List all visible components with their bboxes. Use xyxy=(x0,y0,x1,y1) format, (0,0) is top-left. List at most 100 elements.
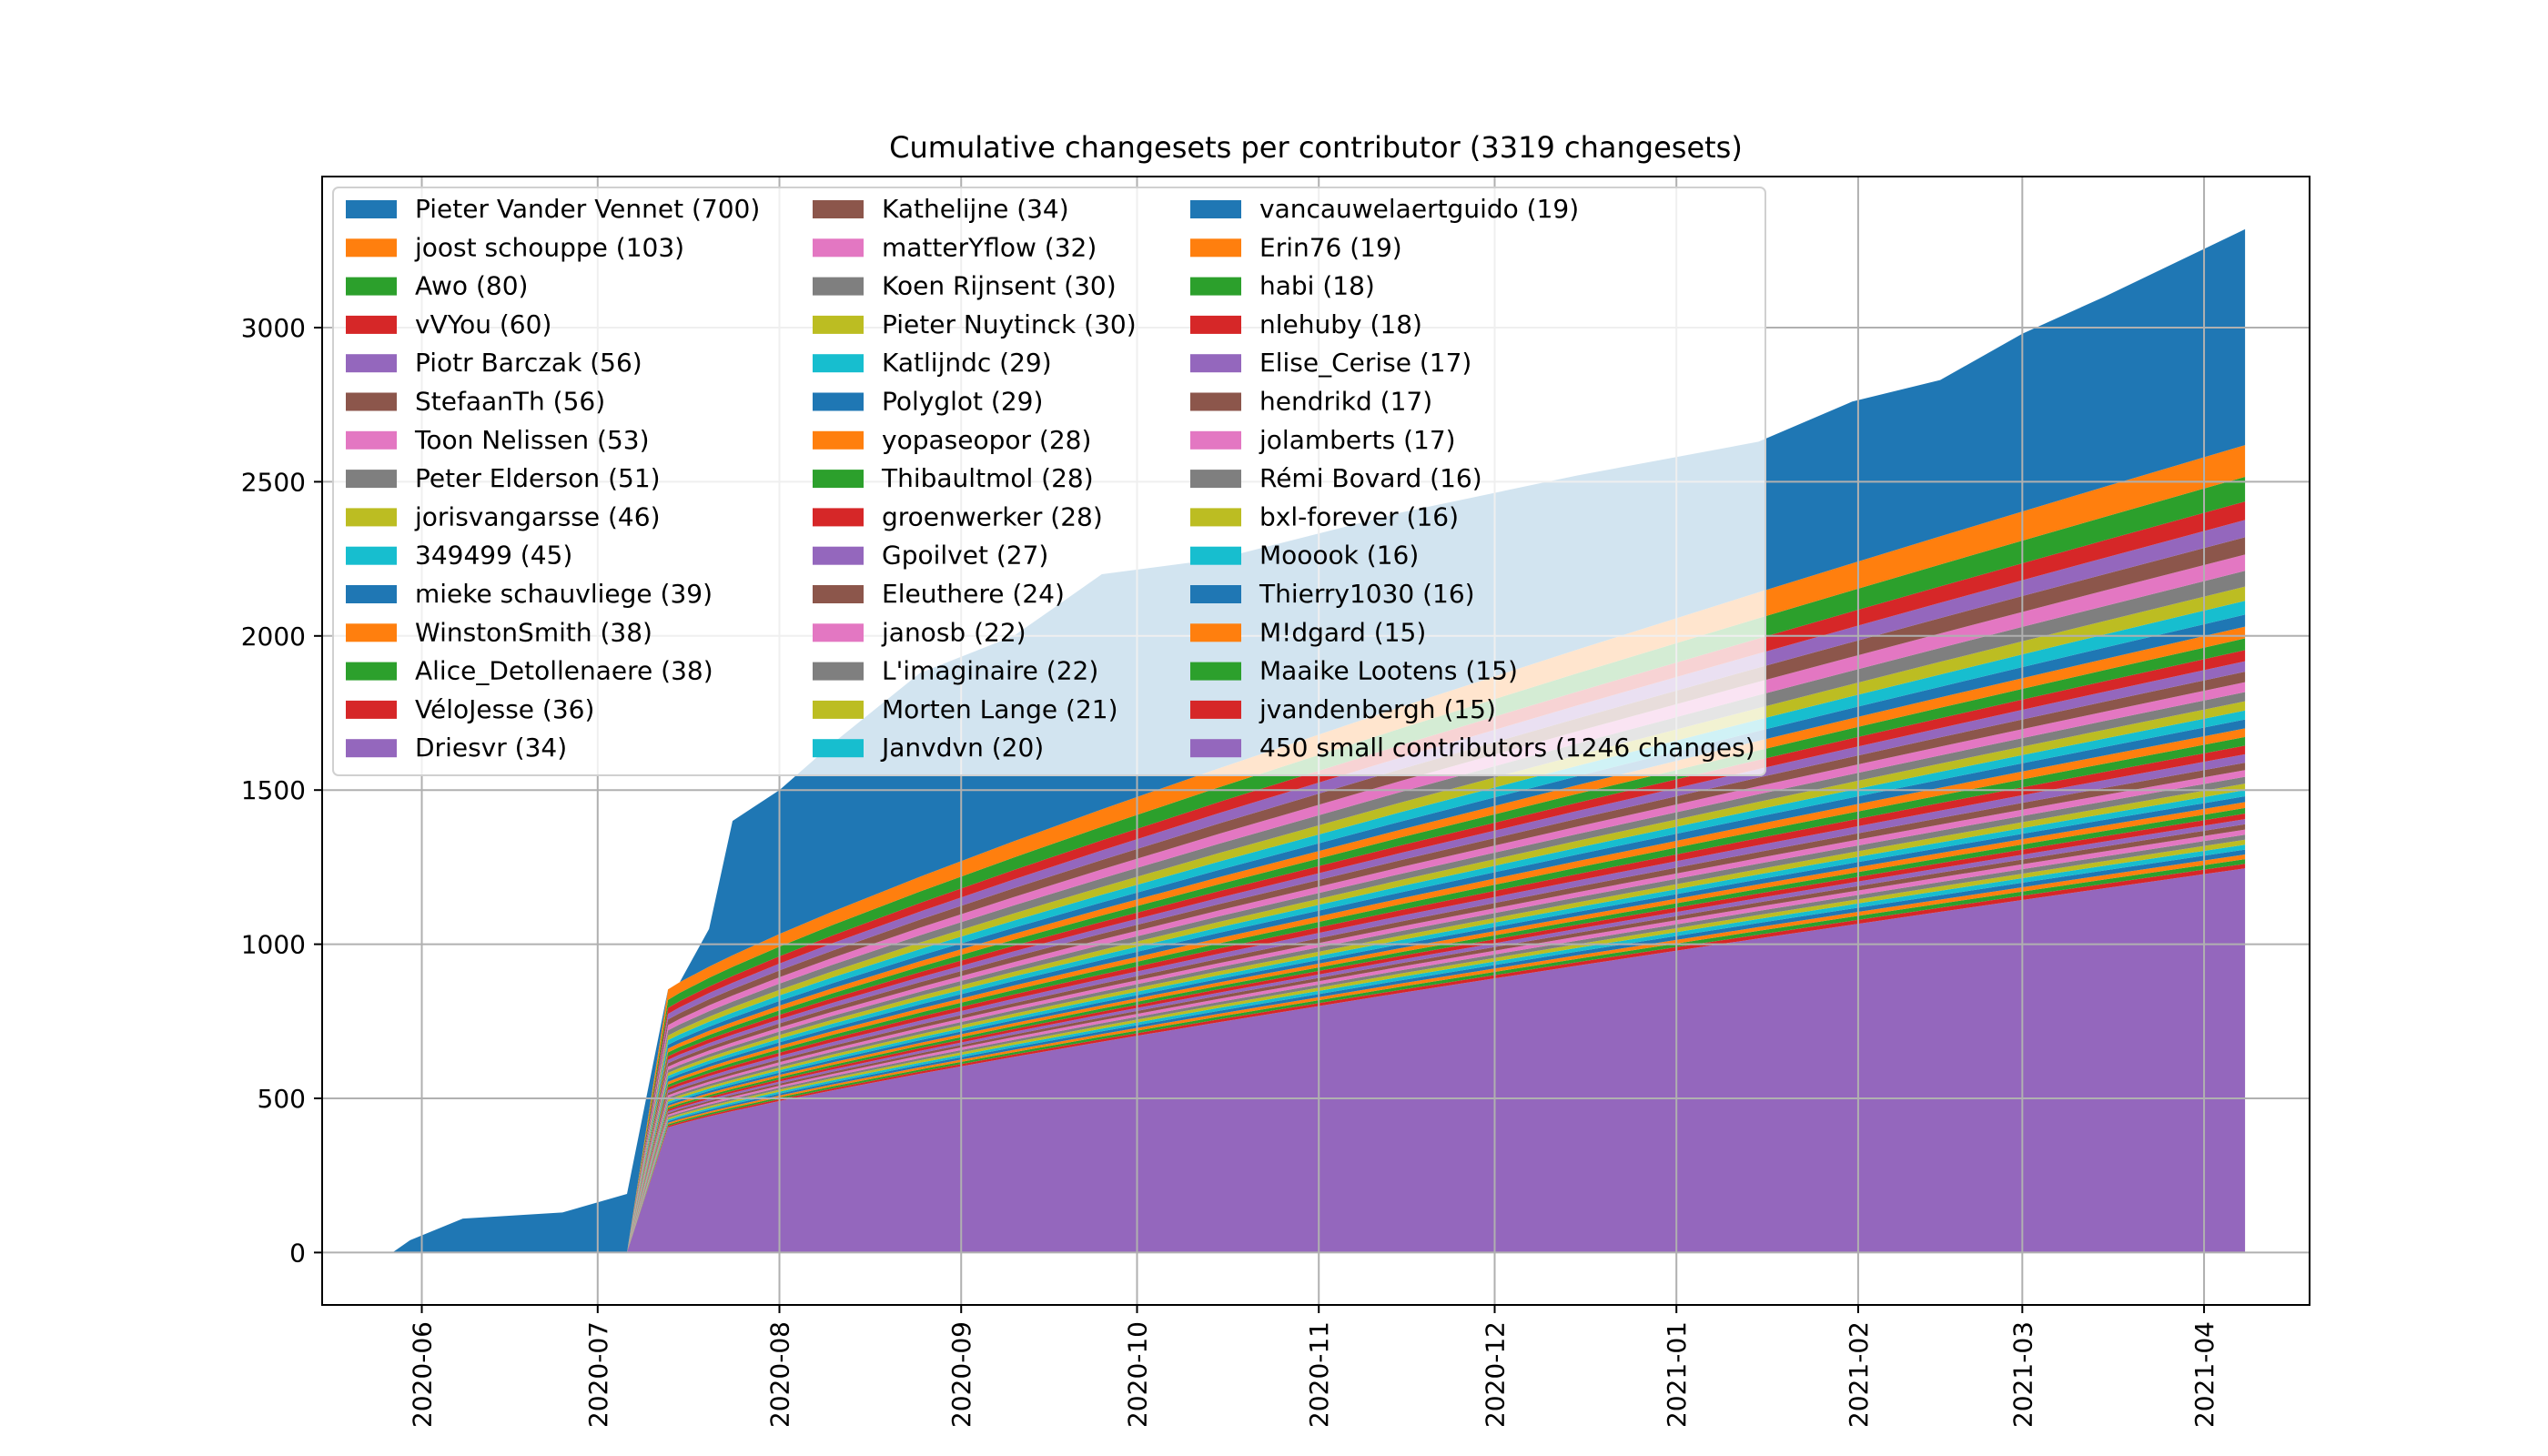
legend-label: VéloJesse (36) xyxy=(415,694,594,724)
legend-swatch xyxy=(813,200,864,218)
legend-label: yopaseopor (28) xyxy=(882,425,1091,455)
chart-title: Cumulative changesets per contributor (3… xyxy=(889,130,1743,165)
legend-swatch xyxy=(1190,277,1241,296)
legend-swatch xyxy=(813,392,864,411)
x-tick-label: 2020-07 xyxy=(583,1321,613,1428)
legend-swatch xyxy=(813,238,864,258)
legend-swatch xyxy=(813,470,864,489)
legend-swatch xyxy=(1190,470,1241,489)
legend-label: Rémi Bovard (16) xyxy=(1259,463,1482,493)
legend-swatch xyxy=(1190,200,1241,218)
legend-label: Pieter Vander Vennet (700) xyxy=(415,194,760,224)
x-tick-label: 2021-02 xyxy=(1844,1321,1874,1428)
legend-swatch xyxy=(346,508,397,527)
legend-swatch xyxy=(1190,315,1241,334)
legend-swatch xyxy=(813,700,864,719)
legend-swatch xyxy=(1190,662,1241,681)
legend-swatch xyxy=(813,354,864,373)
legend-label: M!dgard (15) xyxy=(1259,617,1426,647)
legend-swatch xyxy=(346,700,397,719)
legend-swatch xyxy=(1190,238,1241,258)
x-tick-label: 2020-06 xyxy=(408,1321,438,1428)
legend-label: Polyglot (29) xyxy=(882,387,1043,417)
legend-label: joost schouppe (103) xyxy=(414,232,684,262)
series-area xyxy=(392,228,2246,1253)
legend-swatch xyxy=(813,623,864,642)
legend: Pieter Vander Vennet (700) joost schouppe… xyxy=(332,187,1766,776)
legend-swatch xyxy=(1190,354,1241,373)
legend-label: jolamberts (17) xyxy=(1259,425,1456,455)
legend-label: Pieter Nuytinck (30) xyxy=(882,309,1137,339)
legend-label: mieke schauvliege (39) xyxy=(415,579,713,609)
legend-label: Awo (80) xyxy=(415,271,528,301)
legend-swatch xyxy=(346,200,397,218)
legend-label: StefaanTh (56) xyxy=(415,387,605,417)
legend-label: Morten Lange (21) xyxy=(882,694,1118,724)
legend-label: 349499 (45) xyxy=(415,541,572,571)
legend-label: Eleuthere (24) xyxy=(882,579,1065,609)
legend-swatch xyxy=(813,546,864,565)
legend-label: habi (18) xyxy=(1259,271,1375,301)
legend-label: Piotr Barczak (56) xyxy=(415,348,642,378)
y-tick-label: 3000 xyxy=(241,313,306,343)
x-tick-label: 2021-04 xyxy=(2189,1321,2219,1428)
legend-label: jvandenbergh (15) xyxy=(1259,694,1496,724)
legend-label: janosb (22) xyxy=(881,617,1026,647)
legend-swatch xyxy=(346,392,397,411)
x-tick-label: 2020-12 xyxy=(1480,1321,1510,1428)
legend-label: vancauwelaertguido (19) xyxy=(1259,194,1579,224)
legend-swatch xyxy=(346,430,397,450)
y-tick-label: 0 xyxy=(289,1238,306,1268)
legend-label: Maaike Lootens (15) xyxy=(1259,656,1518,686)
legend-label: L'imaginaire (22) xyxy=(882,656,1098,686)
legend-swatch xyxy=(346,238,397,258)
legend-swatch xyxy=(346,315,397,334)
y-tick-label: 1000 xyxy=(241,930,306,960)
legend-label: Erin76 (19) xyxy=(1259,232,1402,262)
legend-swatch xyxy=(1190,392,1241,411)
x-tick-label: 2020-09 xyxy=(946,1321,976,1428)
axis-ticks: 0 500 1000 1500 2000 2500 3000 2020-06 2020-07 20… xyxy=(241,313,2219,1428)
legend-swatch xyxy=(1190,700,1241,719)
legend-label: Kathelijne (34) xyxy=(882,194,1069,224)
legend-swatch xyxy=(346,354,397,373)
legend-label: Koen Rijnsent (30) xyxy=(882,271,1117,301)
x-tick-label: 2020-08 xyxy=(765,1321,795,1428)
legend-label: Toon Nelissen (53) xyxy=(414,425,650,455)
legend-swatch xyxy=(1190,546,1241,565)
legend-swatch xyxy=(346,739,397,758)
legend-label: Peter Elderson (51) xyxy=(415,463,661,493)
legend-label: Driesvr (34) xyxy=(415,733,567,763)
legend-label: Janvdvn (20) xyxy=(880,733,1044,763)
legend-label: Elise_Cerise (17) xyxy=(1259,348,1471,378)
legend-label: hendrikd (17) xyxy=(1259,387,1432,417)
legend-swatch xyxy=(813,430,864,450)
legend-swatch xyxy=(346,277,397,296)
legend-swatch xyxy=(1190,739,1241,758)
legend-label: Mooook (16) xyxy=(1259,541,1419,571)
legend-swatch xyxy=(346,585,397,603)
axes-frame xyxy=(321,176,2310,1306)
legend-label: Katlijndc (29) xyxy=(882,348,1052,378)
legend-label: jorisvangarsse (46) xyxy=(414,501,661,531)
legend-swatch xyxy=(813,315,864,334)
legend-label: nlehuby (18) xyxy=(1259,309,1422,339)
legend-swatch xyxy=(346,662,397,681)
x-tick-label: 2021-01 xyxy=(1662,1321,1692,1428)
y-tick-label: 2500 xyxy=(241,467,306,497)
legend-swatch xyxy=(346,470,397,489)
y-tick-label: 1500 xyxy=(241,775,306,805)
legend-label: vVYou (60) xyxy=(415,309,551,339)
legend-swatch xyxy=(1190,430,1241,450)
legend-swatch xyxy=(813,585,864,603)
legend-swatch xyxy=(346,546,397,565)
legend-label: WinstonSmith (38) xyxy=(415,617,652,647)
legend-swatch xyxy=(813,277,864,296)
y-tick-label: 500 xyxy=(258,1084,306,1114)
x-tick-label: 2020-11 xyxy=(1304,1321,1334,1428)
y-tick-label: 2000 xyxy=(241,622,306,652)
legend-label: bxl-forever (16) xyxy=(1259,501,1459,531)
legend-swatch xyxy=(1190,623,1241,642)
legend-swatch xyxy=(813,739,864,758)
x-tick-label: 2020-10 xyxy=(1123,1321,1153,1428)
